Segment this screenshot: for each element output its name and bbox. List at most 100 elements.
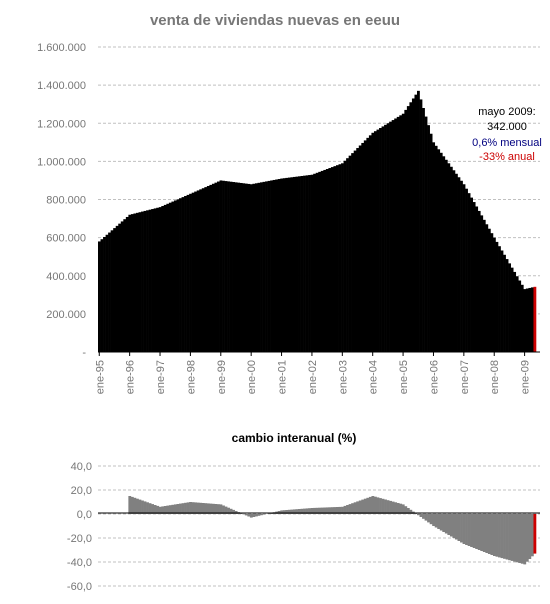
bottom-bar (176, 504, 180, 514)
top-bar (267, 180, 271, 352)
bottom-bar (303, 508, 306, 514)
bottom-bar (133, 497, 137, 514)
bottom-bar (295, 509, 299, 514)
top-bar (143, 210, 147, 352)
top-x-tick-label: ene-06 (428, 360, 440, 394)
bottom-bar (330, 507, 334, 514)
bottom-bar (158, 506, 162, 514)
top-bar (244, 183, 248, 352)
bottom-bar (495, 514, 499, 557)
top-bar (366, 137, 370, 352)
bottom-bar (151, 504, 154, 514)
top-bar (510, 267, 514, 352)
top-bar (270, 180, 273, 352)
bottom-y-tick-labels: -60,0 -40,0 -20,0 0,0 20,0 40,0 (67, 461, 92, 593)
bottom-bar (184, 502, 187, 514)
top-bar (351, 153, 355, 352)
top-bar (427, 125, 430, 352)
top-bar (242, 183, 246, 352)
bottom-bar (186, 502, 190, 514)
bottom-bar (363, 498, 367, 514)
bottom-bar (310, 508, 314, 514)
bottom-bar (325, 507, 329, 514)
bottom-bar (219, 504, 223, 514)
top-bar (113, 228, 117, 352)
top-bar (275, 179, 279, 352)
bottom-bar (386, 500, 390, 514)
top-bar (414, 94, 418, 352)
bottom-bar (381, 498, 385, 514)
bottom-bar (338, 506, 342, 514)
top-bar (338, 164, 342, 352)
top-bar (103, 236, 106, 352)
top-bar (247, 183, 251, 352)
top-x-tick-label: ene-01 (277, 360, 289, 394)
bottom-bar (487, 514, 491, 554)
bottom-bar (351, 503, 355, 514)
top-x-tick-label: ene-00 (246, 360, 258, 394)
top-bar (265, 181, 268, 352)
bottom-bar (292, 509, 296, 514)
top-x-tick-label: ene-02 (307, 360, 319, 394)
top-bar (105, 234, 109, 352)
top-bar (492, 237, 496, 352)
top-bar (189, 193, 192, 352)
bottom-bar (252, 514, 256, 517)
top-bar (323, 169, 327, 352)
bottom-bar (505, 514, 509, 560)
top-bar (480, 215, 484, 352)
bottom-bar (432, 514, 436, 526)
top-bar (216, 181, 220, 352)
top-bar (254, 183, 258, 352)
top-bar (120, 221, 124, 352)
bottom-bar (460, 514, 463, 543)
bottom-bar (498, 514, 501, 558)
annotation: mayo 2009: 342.000 0,6% mensual -33% anu… (472, 106, 542, 163)
bottom-bar (249, 514, 253, 518)
top-bar (328, 168, 332, 352)
top-bar (437, 149, 441, 352)
bottom-bar (346, 505, 349, 514)
bottom-bar (313, 507, 317, 514)
top-bar (379, 128, 382, 352)
top-bar (348, 155, 352, 352)
top-bar (179, 198, 182, 352)
top-bar (470, 197, 474, 352)
bottom-bar (282, 510, 286, 514)
bottom-bar (439, 514, 443, 531)
top-bar (477, 210, 481, 352)
bottom-bar (480, 514, 484, 551)
top-bar (528, 287, 532, 352)
bottom-bar (173, 504, 177, 514)
top-bar (148, 209, 152, 352)
top-bar (432, 142, 436, 352)
top-bar (204, 187, 208, 352)
bottom-bar (417, 514, 420, 516)
bottom-bar (262, 514, 266, 515)
top-bar (399, 115, 403, 353)
top-bar (422, 108, 425, 352)
top-y-tick-label: 400.000 (46, 271, 86, 283)
top-bar (333, 166, 337, 352)
top-y-tick-label: 1.000.000 (37, 156, 86, 168)
bottom-bar (161, 506, 165, 514)
top-bar (125, 216, 129, 352)
bottom-bar (196, 502, 200, 514)
top-bar (462, 184, 466, 352)
top-bar (100, 239, 104, 352)
bottom-bar (485, 514, 489, 553)
top-bar (330, 167, 334, 352)
bottom-y-tick-label: -20,0 (67, 533, 92, 545)
bottom-bar (523, 514, 527, 565)
top-y-tick-label: - (82, 347, 86, 359)
bottom-bar (143, 501, 147, 514)
top-bar (115, 225, 119, 352)
top-y-tick-label: 200.000 (46, 309, 86, 321)
bottom-bar (135, 498, 139, 514)
top-bar (168, 202, 172, 352)
bottom-y-tick-label: 40,0 (71, 461, 92, 473)
top-bar (201, 188, 205, 352)
top-bar (151, 209, 154, 352)
bottom-bar (328, 507, 332, 514)
top-bar (500, 250, 504, 352)
